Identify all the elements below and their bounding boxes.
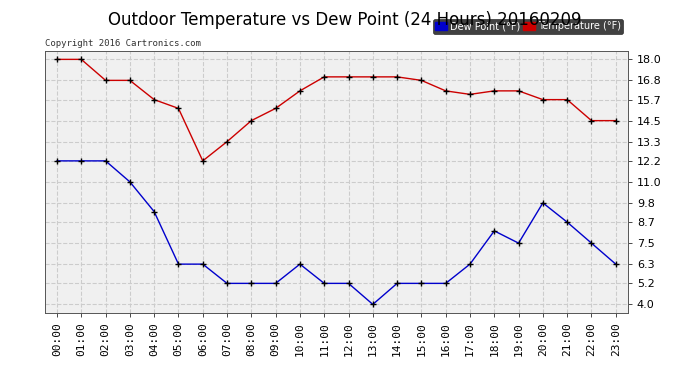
- Legend: Dew Point (°F), Temperature (°F): Dew Point (°F), Temperature (°F): [433, 19, 623, 34]
- Text: Outdoor Temperature vs Dew Point (24 Hours) 20160209: Outdoor Temperature vs Dew Point (24 Hou…: [108, 11, 582, 29]
- Text: Copyright 2016 Cartronics.com: Copyright 2016 Cartronics.com: [46, 39, 201, 48]
